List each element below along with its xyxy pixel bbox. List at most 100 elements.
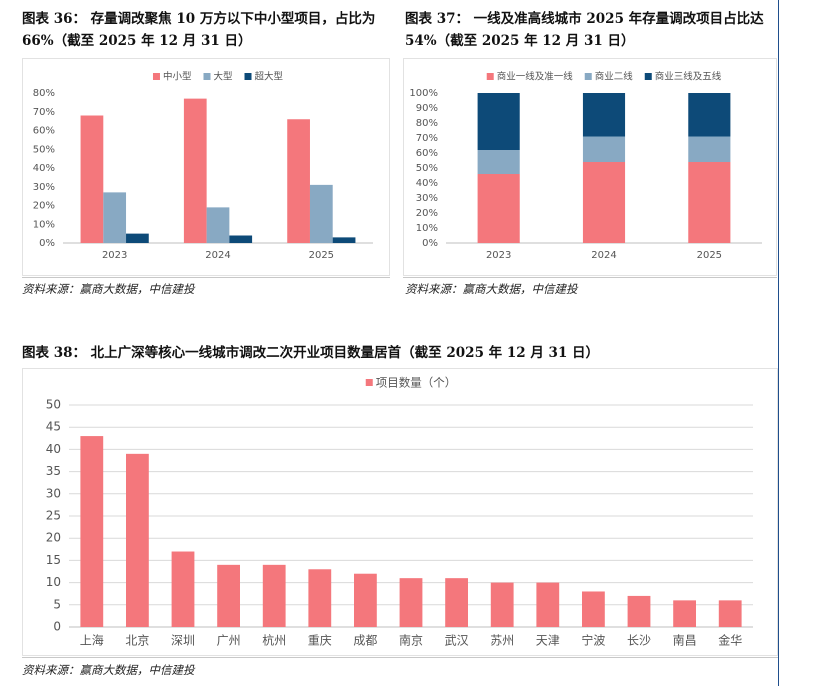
- y-tick-label: 10: [46, 575, 61, 589]
- legend-label: 大型: [213, 71, 233, 83]
- legend-swatch: [203, 73, 211, 80]
- y-tick-label: 30%: [416, 193, 438, 204]
- y-tick-label: 30%: [33, 182, 55, 193]
- bar-segment: [688, 93, 731, 137]
- bar: [287, 119, 310, 243]
- y-tick-label: 90%: [416, 103, 438, 114]
- bar: [490, 582, 514, 627]
- chart-frame: 0% 10% 20% 30% 40% 50% 60% 70% 80% 2023 2024 2025 中小…: [22, 58, 390, 276]
- y-tick-label: 30: [46, 486, 61, 500]
- y-tick-label: 5: [53, 597, 61, 611]
- bar-segment: [688, 136, 731, 162]
- bar-segment: [582, 136, 626, 162]
- x-tick-label: 2025: [309, 250, 334, 261]
- chart-frame: 0 5 10 15 20 25 30 35 40 45 50 上海 北京 深圳 广州 杭州 重庆 成都 南京 武汉 苏州…: [22, 368, 778, 656]
- bar: [206, 207, 230, 243]
- bar: [103, 192, 127, 243]
- legend-label: 商业三线及五线: [655, 71, 722, 83]
- x-tick-label: 上海: [80, 633, 104, 648]
- x-tick-label: 金华: [718, 633, 742, 648]
- bar: [309, 184, 333, 243]
- x-tick-label: 2025: [697, 250, 722, 261]
- bar-segment: [477, 93, 520, 150]
- chart: 0% 10% 20% 30% 40% 50% 60% 70% 80% 90% 100% 2023 202…: [409, 71, 762, 261]
- legend-label: 商业二线: [595, 71, 634, 83]
- bar: [80, 115, 104, 243]
- bar: [308, 569, 332, 627]
- y-tick-label: 0%: [422, 238, 438, 249]
- y-tick-label: 50%: [416, 163, 438, 174]
- y-tick-label: 50: [46, 398, 61, 412]
- legend-swatch: [365, 379, 373, 386]
- bar-segment: [688, 162, 731, 243]
- chart: 0 5 10 15 20 25 30 35 40 45 50 上海 北京 深圳 广州 杭州 重庆 成都 南京 武汉 苏州…: [46, 376, 753, 648]
- bar: [399, 578, 423, 627]
- bar: [183, 98, 207, 243]
- x-tick-label: 2024: [591, 250, 616, 261]
- y-tick-label: 0: [53, 620, 61, 634]
- y-tick-label: 40: [46, 442, 61, 456]
- page-edge-line: [778, 0, 779, 686]
- y-tick-label: 70%: [416, 133, 438, 144]
- y-tick-label: 25: [46, 509, 61, 523]
- bar: [445, 578, 468, 627]
- x-tick-label: 长沙: [627, 634, 651, 648]
- y-tick-label: 10%: [416, 223, 438, 234]
- x-tick-label: 杭州: [262, 633, 286, 648]
- y-tick-label: 35: [46, 464, 61, 478]
- source-note: 资料来源：赢商大数据，中信建投: [22, 663, 195, 677]
- x-tick-label: 2024: [205, 250, 230, 261]
- bar-segment: [582, 162, 626, 243]
- x-tick-label: 宁波: [581, 633, 605, 648]
- bar-segment: [477, 150, 520, 174]
- legend-swatch: [244, 73, 252, 80]
- chart-frame: 0% 10% 20% 30% 40% 50% 60% 70% 80% 90% 100% 2023 202…: [403, 58, 777, 276]
- x-tick-label: 北京: [125, 634, 149, 648]
- x-tick-label: 2023: [486, 250, 511, 261]
- bar: [262, 564, 286, 627]
- y-tick-label: 40%: [33, 163, 55, 174]
- x-tick-label: 深圳: [171, 634, 195, 648]
- bar: [126, 233, 149, 243]
- legend-label: 超大型: [255, 71, 284, 83]
- x-tick-label: 成都: [353, 634, 377, 648]
- y-tick-label: 80%: [33, 88, 55, 99]
- y-tick-label: 20: [46, 531, 61, 545]
- legend-label: 项目数量（个）: [376, 376, 457, 390]
- y-tick-label: 40%: [416, 178, 438, 189]
- x-tick-label: 苏州: [490, 634, 514, 648]
- legend-swatch: [486, 73, 494, 80]
- y-tick-label: 50%: [33, 144, 55, 155]
- chart: 0% 10% 20% 30% 40% 50% 60% 70% 80% 2023 2024 2025 中小…: [33, 71, 373, 261]
- rule: [22, 657, 778, 658]
- bar-segment: [582, 93, 626, 137]
- x-tick-label: 南京: [399, 633, 423, 648]
- legend-swatch: [584, 73, 592, 80]
- legend-swatch: [152, 73, 160, 80]
- bar: [354, 573, 377, 627]
- bar: [217, 564, 240, 627]
- bar: [171, 551, 195, 627]
- y-tick-label: 80%: [416, 118, 438, 129]
- legend-label: 中小型: [163, 71, 192, 83]
- bar: [80, 436, 104, 627]
- x-tick-label: 武汉: [445, 634, 469, 648]
- figure-title: 图表 36： 存量调改聚焦 10 万方以下中小型项目，占比为 66%（截至 20…: [22, 11, 376, 49]
- y-tick-label: 20%: [33, 201, 55, 212]
- y-tick-label: 70%: [33, 107, 55, 118]
- bar: [332, 237, 356, 243]
- x-tick-label: 2023: [102, 250, 127, 261]
- source-note: 资料来源：赢商大数据，中信建投: [22, 282, 195, 296]
- x-tick-label: 广州: [217, 634, 241, 648]
- y-tick-label: 15: [46, 553, 61, 567]
- bar: [229, 235, 253, 243]
- y-tick-label: 60%: [416, 148, 438, 159]
- y-tick-label: 45: [46, 420, 61, 434]
- bar: [582, 591, 605, 627]
- y-tick-label: 10%: [33, 219, 55, 230]
- x-tick-label: 重庆: [308, 634, 332, 648]
- y-tick-label: 60%: [33, 126, 55, 137]
- legend-label: 商业一线及准一线: [497, 71, 574, 83]
- bar: [673, 600, 696, 627]
